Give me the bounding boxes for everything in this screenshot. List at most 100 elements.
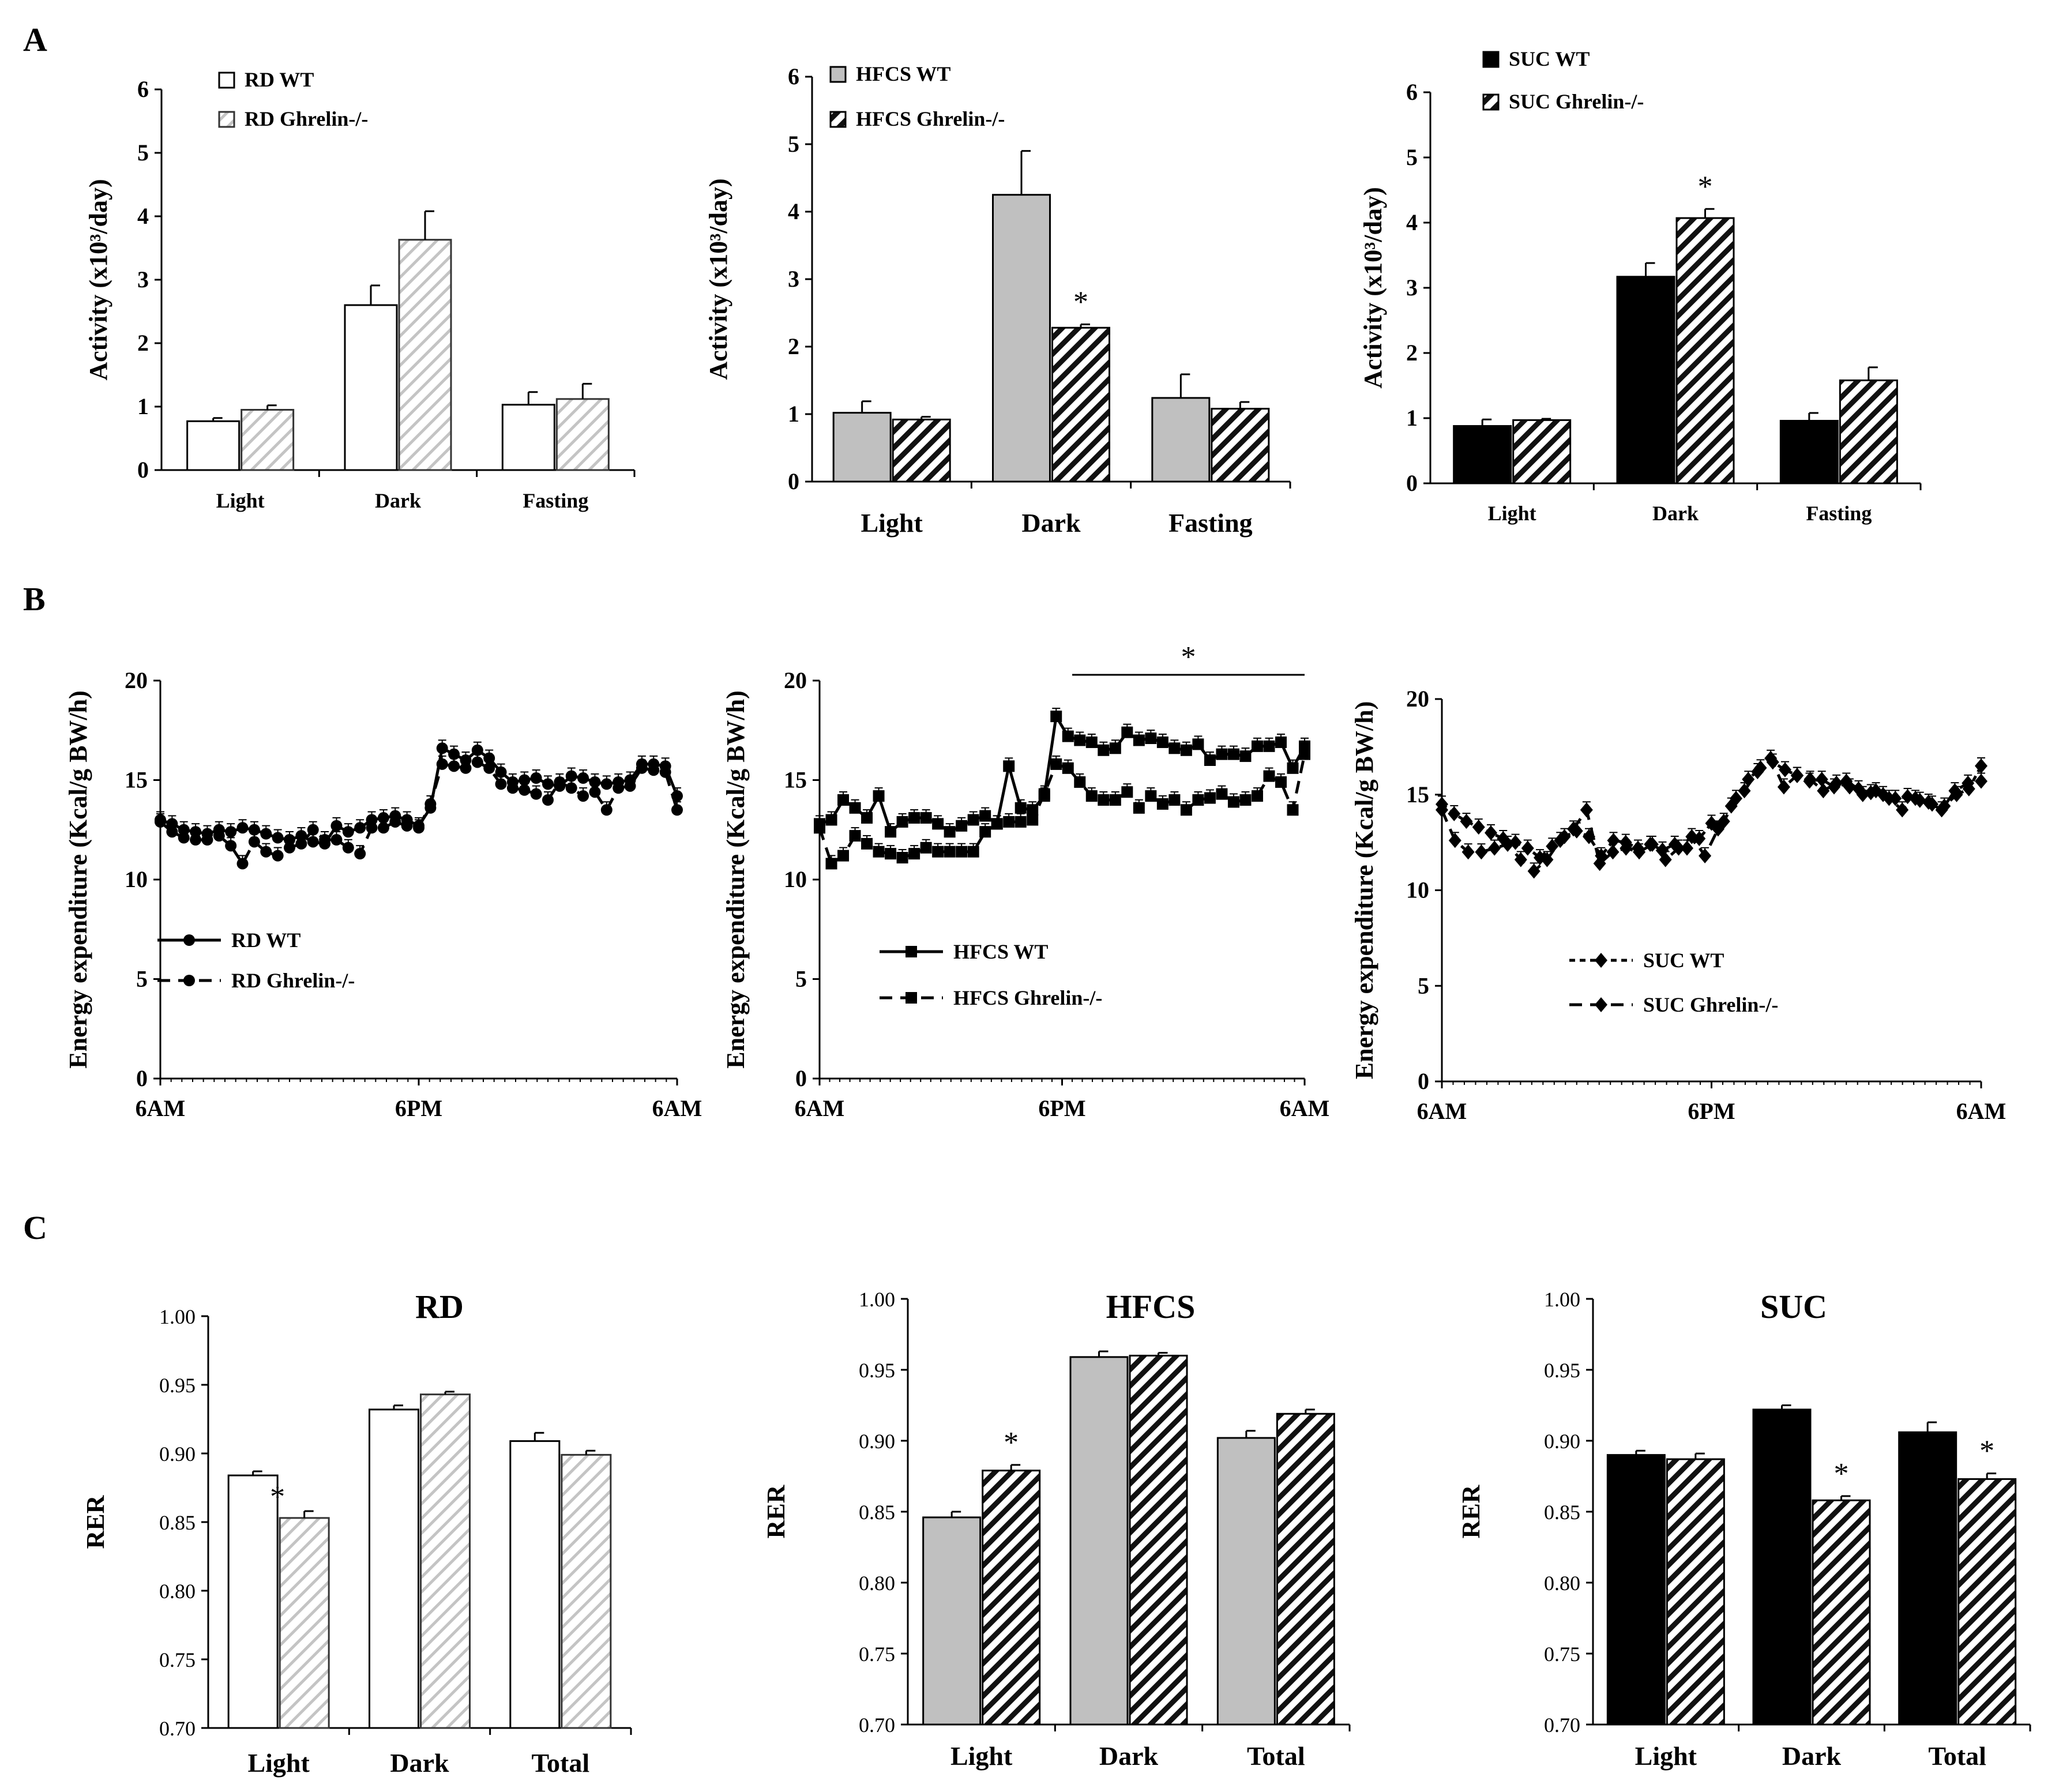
point-rd-ghrelin — [530, 788, 542, 800]
y-tick-label: 0.75 — [859, 1643, 895, 1666]
significance-star: * — [1698, 170, 1713, 203]
point-rd-wt — [248, 824, 260, 836]
y-tick-label: 0.80 — [159, 1580, 196, 1603]
point-rd-wt — [577, 772, 589, 784]
point-hfcs-wt — [873, 790, 885, 802]
y-axis-label: Energy expenditure (Kcal/g BW/h) — [1350, 701, 1378, 1080]
bar-hfcs-wt-dark — [1069, 1356, 1129, 1726]
point-hfcs-wt — [967, 814, 979, 826]
legend-swatch — [1482, 51, 1500, 68]
point-suc-ghrelin — [1948, 783, 1962, 799]
energy-hfcs-chart: 0 5 10 15 20 Energy expenditure (Kcal/g BW/h)… — [722, 641, 1329, 1121]
y-tick-label: 5 — [1406, 144, 1418, 170]
point-hfcs-wt — [1074, 734, 1086, 746]
point-hfcs-wt — [1180, 744, 1192, 756]
bar-rd-ghrelin-fasting — [555, 398, 610, 471]
series-line-rd-ghrelin — [159, 760, 679, 865]
bar-hfcs-ghrelin-total — [1276, 1412, 1335, 1726]
point-suc-ghrelin — [1896, 802, 1909, 818]
point-rd-wt — [436, 742, 448, 754]
point-hfcs-ghrelin — [825, 858, 837, 870]
y-tick-label: 0 — [788, 468, 799, 494]
category-label-fasting: Fasting — [1168, 508, 1253, 538]
legend-label-rd-wt: RD WT — [245, 68, 314, 91]
bar-rd-wt-fasting — [501, 404, 555, 471]
y-tick-label: 0.70 — [159, 1717, 196, 1740]
point-suc-wt — [1681, 840, 1693, 856]
point-hfcs-ghrelin — [1133, 802, 1145, 814]
point-rd-ghrelin — [636, 762, 648, 774]
activity-suc-chart: 0 1 2 3 4 5 6 Activity (x10³/day) Light Dark Fasti… — [1359, 47, 1922, 525]
y-tick-label: 15 — [125, 767, 148, 793]
significance-star: * — [270, 1481, 285, 1513]
legend-label-hfcs-ghrelin: HFCS Ghrelin-/- — [856, 107, 1005, 130]
point-suc-wt — [1485, 825, 1497, 841]
point-rd-ghrelin — [613, 782, 625, 794]
point-rd-ghrelin — [518, 784, 531, 796]
bar-rd-wt-dark — [369, 1408, 419, 1729]
point-suc-ghrelin — [1685, 829, 1699, 844]
category-label-light: Light — [1488, 502, 1536, 525]
point-rd-ghrelin — [272, 850, 284, 862]
point-hfcs-ghrelin — [979, 826, 991, 838]
y-tick-label: 0.95 — [1544, 1359, 1580, 1382]
bar-rd-ghrelin-dark — [420, 1393, 471, 1729]
point-rd-ghrelin — [248, 836, 260, 848]
point-rd-wt — [330, 820, 343, 832]
bar-suc-wt-light — [1453, 425, 1512, 484]
point-suc-ghrelin — [1672, 840, 1685, 856]
legend-label-rd-ghrelin: RD Ghrelin-/- — [245, 107, 368, 130]
series-line-hfcs-ghrelin — [818, 754, 1306, 865]
x-tick-label: 6AM — [795, 1095, 845, 1121]
y-axis-label: Activity (x10³/day) — [704, 178, 732, 380]
category-label-light: Light — [247, 1748, 310, 1778]
point-rd-ghrelin — [260, 846, 272, 858]
point-rd-ghrelin — [377, 822, 389, 834]
point-suc-ghrelin — [1501, 836, 1515, 852]
point-hfcs-ghrelin — [837, 850, 850, 862]
bar-suc-ghrelin-light — [1666, 1458, 1725, 1726]
point-hfcs-ghrelin — [1121, 786, 1133, 798]
point-hfcs-ghrelin — [1156, 798, 1168, 810]
point-hfcs-wt — [1133, 734, 1145, 746]
panel-letter-b: B — [23, 580, 46, 618]
significance-star: * — [1004, 1426, 1019, 1459]
category-label-dark: Dark — [1099, 1741, 1159, 1771]
bar-suc-ghrelin-total — [1957, 1478, 2017, 1726]
y-tick-label: 3 — [137, 266, 149, 292]
point-suc-wt — [1546, 839, 1559, 854]
point-rd-ghrelin — [648, 764, 660, 776]
point-suc-wt — [1472, 820, 1485, 835]
x-tick-label: 6AM — [1417, 1098, 1467, 1124]
point-suc-ghrelin — [1922, 795, 1935, 810]
point-hfcs-ghrelin — [1109, 794, 1121, 806]
point-rd-ghrelin — [542, 794, 554, 806]
y-axis-label: RER — [81, 1494, 110, 1549]
point-hfcs-wt — [861, 812, 873, 824]
point-rd-ghrelin — [155, 816, 166, 828]
point-rd-ghrelin — [448, 760, 460, 772]
activity-hfcs-chart: 0 1 2 3 4 5 6 Activity (x10³/day) Light Dark Fasti… — [704, 62, 1291, 538]
point-hfcs-ghrelin — [1027, 814, 1039, 826]
point-hfcs-wt — [1027, 804, 1039, 816]
point-rd-ghrelin — [366, 822, 378, 834]
bar-rd-ghrelin-light — [241, 409, 295, 471]
category-label-light: Light — [861, 508, 923, 538]
point-hfcs-ghrelin — [896, 852, 908, 864]
y-tick-label: 15 — [1406, 782, 1429, 807]
bar-hfcs-wt-light — [922, 1516, 982, 1726]
chart-title: RD — [415, 1288, 464, 1325]
bar-hfcs-wt-fasting — [1151, 397, 1211, 483]
point-rd-wt — [495, 766, 507, 778]
bar-rd-ghrelin-total — [561, 1453, 612, 1729]
point-hfcs-ghrelin — [967, 846, 979, 858]
point-suc-ghrelin — [1488, 840, 1501, 856]
category-label-fasting: Fasting — [523, 489, 588, 512]
x-tick-label: 6AM — [1956, 1098, 2007, 1124]
point-hfcs-ghrelin — [1275, 776, 1287, 788]
point-hfcs-wt — [1050, 711, 1062, 723]
y-tick-label: 20 — [784, 667, 807, 693]
legend-swatch — [218, 72, 235, 89]
point-hfcs-ghrelin — [1251, 790, 1263, 802]
bar-suc-wt-light — [1606, 1454, 1666, 1726]
